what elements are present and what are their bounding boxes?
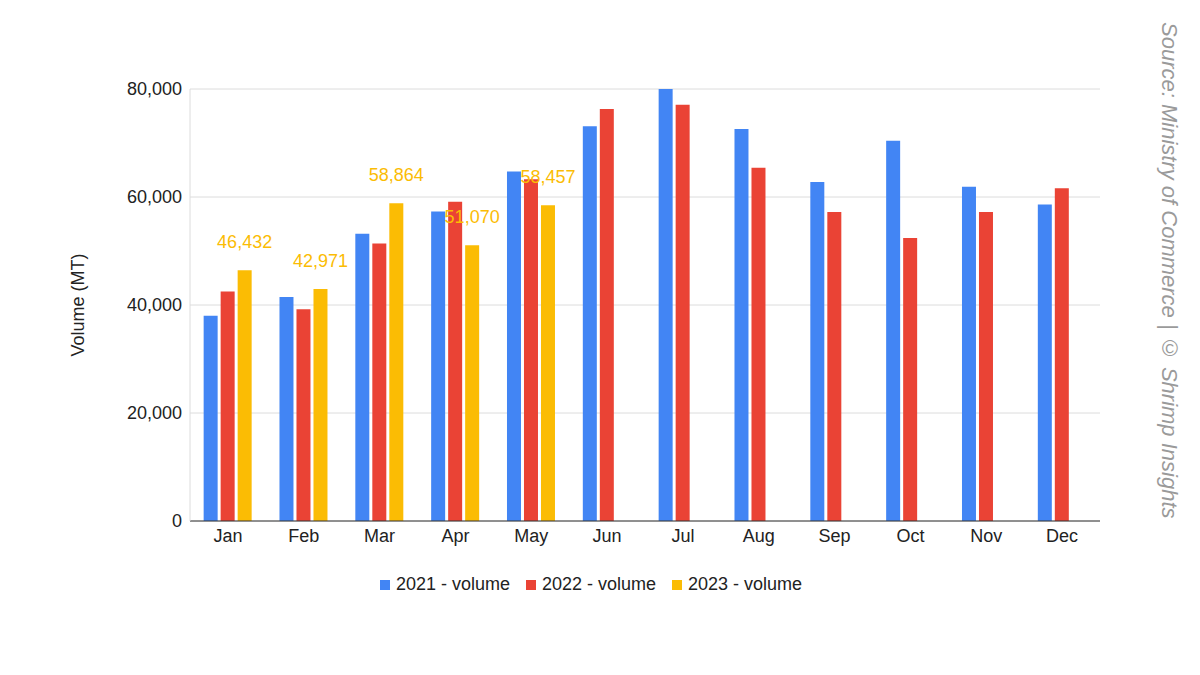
svg-text:58,457: 58,457 [520,167,575,187]
svg-text:Volume (MT): Volume (MT) [68,253,88,356]
html-text:2021 - volume: 2021 - volume [395,574,510,594]
svg-text:42,971: 42,971 [293,251,348,271]
html-text:Source: Ministry of Commerce |: Source: Ministry of Commerce | © Shrimp … [1157,22,1182,519]
svg-text:Sep: Sep [819,526,851,546]
svg-text:Jan: Jan [213,526,242,546]
svg-text:Feb: Feb [288,526,319,546]
svg-text:58,864: 58,864 [369,165,424,185]
svg-text:20,000: 20,000 [127,403,182,423]
svg-text:51,070: 51,070 [445,207,500,227]
svg-text:60,000: 60,000 [127,187,182,207]
svg-text:80,000: 80,000 [127,79,182,99]
html-text:2022 - volume: 2022 - volume [542,574,656,594]
svg-text:Apr: Apr [441,526,469,546]
svg-text:Oct: Oct [896,526,924,546]
svg-text:Aug: Aug [743,526,775,546]
svg-text:Dec: Dec [1046,526,1078,546]
svg-text:46,432: 46,432 [217,232,272,252]
html-text:2023 - volume: 2023 - volume [688,574,803,594]
svg-text:Nov: Nov [970,526,1002,546]
svg-text:Jul: Jul [671,526,694,546]
svg-text:Jun: Jun [593,526,622,546]
svg-text:40,000: 40,000 [127,295,182,315]
svg-text:Mar: Mar [364,526,395,546]
svg-text:0: 0 [172,511,182,531]
svg-text:May: May [514,526,548,546]
